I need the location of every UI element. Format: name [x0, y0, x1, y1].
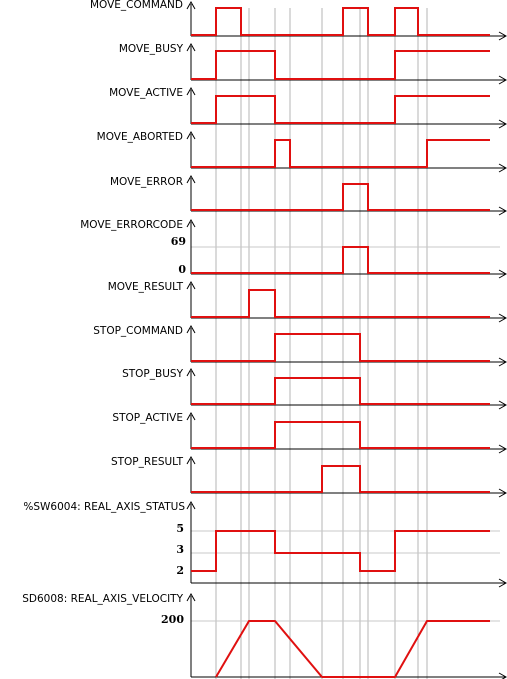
signal-label-stop-busy: STOP_BUSY	[122, 368, 183, 380]
trace-real-axis-status	[191, 530, 490, 572]
trace-stop-active	[191, 421, 490, 449]
signal-label-move-command: MOVE_COMMAND	[90, 0, 183, 11]
trace-move-result	[191, 289, 490, 318]
row-stop-result: STOP_RESULT	[111, 455, 507, 498]
row-move-result: MOVE_RESULT	[108, 280, 507, 323]
signal-label-move-busy: MOVE_BUSY	[119, 43, 184, 55]
row-real-axis-status: %SW6004: REAL_AXIS_STATUS 5 3 2	[23, 500, 507, 588]
row-stop-active: STOP_ACTIVE	[112, 411, 507, 454]
signal-label-move-errorcode: MOVE_ERRORCODE	[80, 219, 183, 231]
trace-stop-result	[191, 465, 490, 493]
row-move-errorcode: MOVE_ERRORCODE 69 0	[80, 218, 507, 279]
signal-label-move-result: MOVE_RESULT	[108, 281, 184, 293]
axis-move-result	[186, 280, 507, 323]
trace-stop-busy	[191, 377, 490, 405]
axis-move-errorcode	[186, 218, 507, 279]
signal-label-move-aborted: MOVE_ABORTED	[97, 131, 183, 143]
signal-label-stop-command: STOP_COMMAND	[93, 325, 183, 337]
row-move-command: MOVE_COMMAND	[90, 0, 507, 41]
row-move-busy: MOVE_BUSY	[119, 42, 507, 85]
level-label-69: 69	[171, 235, 186, 248]
level-label-5: 5	[176, 522, 184, 535]
row-move-error: MOVE_ERROR	[110, 174, 507, 216]
trace-move-aborted	[191, 139, 490, 168]
trace-stop-command	[191, 333, 490, 362]
axis-real-axis-status	[186, 500, 507, 588]
axis-stop-active	[186, 411, 507, 454]
trace-real-axis-velocity	[215, 620, 490, 678]
axis-move-aborted	[186, 130, 507, 173]
axis-real-axis-velocity	[186, 592, 507, 679]
trace-move-error	[191, 183, 490, 211]
level-label-0: 0	[178, 263, 186, 276]
signal-label-real-axis-velocity: SD6008: REAL_AXIS_VELOCITY	[22, 593, 183, 605]
trace-move-command	[191, 7, 490, 36]
level-label-2: 2	[176, 564, 184, 577]
row-move-aborted: MOVE_ABORTED	[97, 130, 507, 173]
signal-label-move-error: MOVE_ERROR	[110, 176, 183, 188]
signal-label-move-active: MOVE_ACTIVE	[109, 87, 183, 99]
axis-move-error	[186, 174, 507, 216]
axis-move-busy	[186, 42, 507, 85]
level-label-3: 3	[176, 543, 184, 556]
trace-move-errorcode	[191, 246, 490, 274]
row-stop-busy: STOP_BUSY	[122, 367, 507, 410]
axis-stop-command	[186, 324, 507, 367]
axis-stop-result	[186, 455, 507, 498]
axis-move-command	[186, 0, 507, 41]
row-move-active: MOVE_ACTIVE	[109, 86, 507, 129]
signal-label-stop-active: STOP_ACTIVE	[112, 412, 183, 424]
signal-label-stop-result: STOP_RESULT	[111, 456, 184, 468]
trace-move-active	[191, 95, 490, 124]
row-stop-command: STOP_COMMAND	[93, 324, 507, 367]
signal-label-real-axis-status: %SW6004: REAL_AXIS_STATUS	[23, 501, 185, 513]
axis-move-active	[186, 86, 507, 129]
row-real-axis-velocity: SD6008: REAL_AXIS_VELOCITY 200	[22, 592, 507, 679]
level-label-200: 200	[161, 613, 184, 626]
axis-stop-busy	[186, 367, 507, 410]
trace-move-busy	[191, 50, 490, 80]
